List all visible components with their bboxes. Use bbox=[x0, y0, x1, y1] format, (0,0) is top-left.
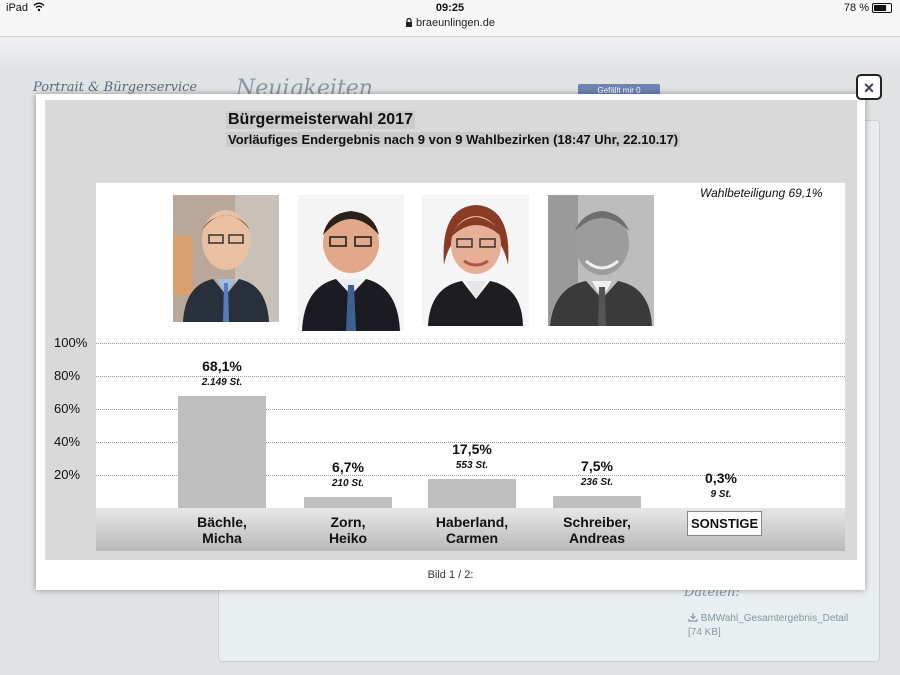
category-label-line2: Heiko bbox=[328, 530, 368, 546]
category-label-line1: Zorn, bbox=[330, 514, 366, 530]
download-icon bbox=[688, 613, 698, 622]
y-tick-label: 20% bbox=[54, 467, 81, 482]
chart-subtitle: Vorläufiges Endergebnis nach 9 von 9 Wah… bbox=[226, 132, 681, 147]
status-bar: iPad 09:25 braeunlingen.de 78 % bbox=[0, 0, 900, 37]
category-label-line2: Carmen bbox=[445, 530, 499, 546]
turnout-annotation: Wahlbeteiligung 69,1% bbox=[700, 186, 823, 200]
file-link[interactable]: BMWahl_Gesamtergebnis_Detail bbox=[700, 613, 849, 624]
bar bbox=[428, 479, 516, 508]
bar bbox=[304, 496, 392, 508]
category-label-line2: Micha bbox=[202, 530, 242, 546]
gridline bbox=[96, 376, 845, 377]
sidebar-title[interactable]: Portrait & Bürgerservice bbox=[33, 80, 198, 95]
wifi-icon bbox=[33, 2, 45, 12]
category-label-line1: Schreiber, bbox=[563, 514, 631, 530]
candidate-photo-zorn bbox=[298, 195, 404, 331]
address-bar[interactable]: braeunlingen.de bbox=[0, 17, 900, 29]
close-icon: × bbox=[863, 78, 875, 98]
y-tick-label: 100% bbox=[54, 335, 88, 350]
candidate-photo-schreiber bbox=[548, 195, 654, 326]
clock: 09:25 bbox=[435, 2, 465, 14]
battery-percent: 78 % bbox=[843, 2, 869, 14]
value-label: 0,3% bbox=[705, 469, 737, 486]
vote-count-label: 236 St. bbox=[580, 476, 614, 488]
site-banner bbox=[0, 37, 900, 77]
vote-count-label: 9 St. bbox=[710, 488, 732, 500]
gridline bbox=[96, 475, 845, 476]
battery-icon bbox=[872, 3, 892, 14]
value-label: 6,7% bbox=[332, 458, 364, 475]
candidate-photo-baechle bbox=[173, 195, 279, 322]
battery-indicator: 78 % bbox=[844, 2, 892, 14]
category-label: Haberland, Carmen bbox=[412, 514, 532, 546]
gridline bbox=[96, 442, 845, 443]
y-tick-label: 80% bbox=[54, 368, 81, 383]
bar bbox=[553, 495, 641, 508]
file-size: [74 KB] bbox=[688, 627, 721, 638]
image-caption: Bild 1 / 2: bbox=[427, 569, 474, 581]
category-label: Bächle, Micha bbox=[162, 514, 282, 546]
category-label: Zorn, Heiko bbox=[288, 514, 408, 546]
category-label-line1: SONSTIGE bbox=[687, 511, 763, 536]
gridline bbox=[96, 343, 845, 344]
device-indicator: iPad bbox=[6, 2, 45, 14]
vote-count-label: 2.149 St. bbox=[201, 376, 243, 388]
category-label-line2: Andreas bbox=[568, 530, 626, 546]
value-label: 68,1% bbox=[202, 357, 242, 374]
vote-count-label: 210 St. bbox=[331, 477, 365, 489]
chart-title: Bürgermeisterwahl 2017 bbox=[226, 111, 415, 129]
y-tick-label: 40% bbox=[54, 434, 81, 449]
url-text: braeunlingen.de bbox=[416, 17, 495, 29]
y-tick-label: 60% bbox=[54, 401, 81, 416]
file-download[interactable]: BMWahl_Gesamtergebnis_Detail [74 KB] bbox=[688, 612, 848, 640]
candidate-photo-haberland bbox=[422, 195, 529, 326]
bar bbox=[178, 395, 266, 508]
category-label: SONSTIGE bbox=[687, 511, 763, 536]
value-label: 7,5% bbox=[581, 457, 613, 474]
category-label-line1: Haberland, bbox=[435, 514, 509, 530]
gridline bbox=[96, 409, 845, 410]
device-label: iPad bbox=[6, 2, 29, 14]
category-label: Schreiber, Andreas bbox=[537, 514, 657, 546]
category-label-line1: Bächle, bbox=[197, 514, 247, 530]
close-button[interactable]: × bbox=[856, 74, 882, 100]
value-label: 17,5% bbox=[452, 441, 492, 458]
lock-icon bbox=[406, 17, 413, 27]
vote-count-label: 553 St. bbox=[455, 460, 489, 472]
